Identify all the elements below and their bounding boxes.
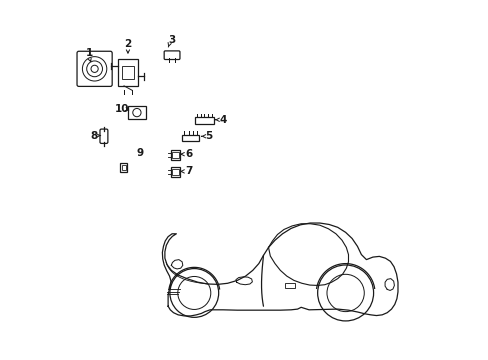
Bar xyxy=(195,117,213,124)
Bar xyxy=(182,135,199,140)
Text: 6: 6 xyxy=(185,149,192,159)
Bar xyxy=(172,169,179,175)
Bar xyxy=(122,166,125,170)
Text: 9: 9 xyxy=(137,148,144,158)
Text: 8: 8 xyxy=(90,131,97,140)
Text: 2: 2 xyxy=(124,39,131,49)
Bar xyxy=(118,59,138,86)
Text: 7: 7 xyxy=(185,166,192,176)
Bar xyxy=(120,163,126,172)
Text: 4: 4 xyxy=(219,115,226,125)
Text: 5: 5 xyxy=(204,131,212,141)
Bar xyxy=(171,167,180,177)
Bar xyxy=(128,106,145,120)
Bar xyxy=(171,149,180,160)
Text: 3: 3 xyxy=(168,35,175,45)
Bar xyxy=(172,152,179,158)
Text: 1: 1 xyxy=(85,48,93,58)
Bar xyxy=(122,66,134,79)
Bar xyxy=(284,283,295,288)
Text: 10: 10 xyxy=(114,104,129,114)
